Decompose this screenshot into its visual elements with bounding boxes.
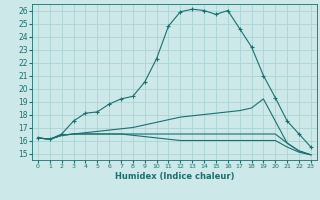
- X-axis label: Humidex (Indice chaleur): Humidex (Indice chaleur): [115, 172, 234, 181]
